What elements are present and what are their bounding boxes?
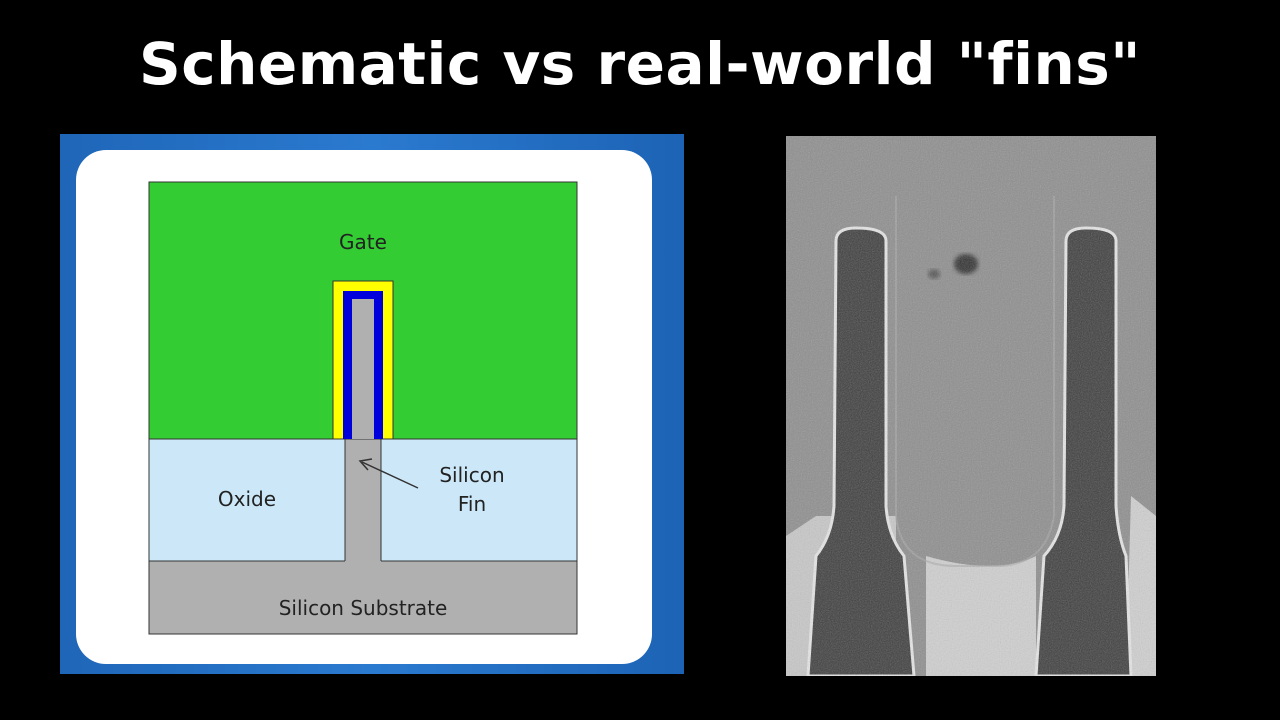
fin-top — [352, 299, 374, 439]
silicon-fin-label-line2: Fin — [458, 492, 486, 516]
slide-title: Schematic vs real-world "fins" — [138, 30, 1142, 98]
schematic-card: Gate Oxide Silicon Fin Silicon Substrate — [76, 150, 652, 664]
schematic-panel: Gate Oxide Silicon Fin Silicon Substrate — [60, 134, 684, 674]
finfet-schematic-diagram: Gate Oxide Silicon Fin Silicon Substrate — [148, 181, 578, 635]
substrate-label: Silicon Substrate — [279, 596, 448, 620]
fin-pointer-arrow — [361, 461, 419, 489]
tem-cross-section-image — [786, 136, 1156, 676]
silicon-fin-label-line1: Silicon — [439, 463, 504, 487]
tem-micrograph-image — [786, 136, 1156, 676]
oxide-label: Oxide — [218, 487, 276, 511]
fin-stem — [345, 439, 381, 563]
gate-label: Gate — [339, 230, 387, 254]
